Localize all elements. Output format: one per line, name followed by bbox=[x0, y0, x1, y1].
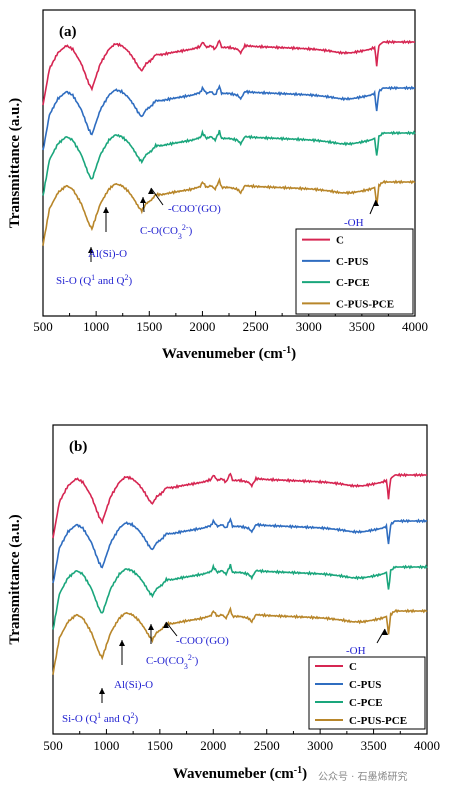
annotation-label: -COO-(GO) bbox=[168, 201, 221, 216]
series-line-c-pce bbox=[42, 129, 416, 196]
annotation-arrowhead bbox=[382, 629, 388, 635]
annotation-arrow bbox=[376, 628, 386, 644]
series-line-c-pus-pce bbox=[52, 606, 428, 675]
x-tick-label: 2000 bbox=[189, 319, 215, 334]
series-line-c-pus bbox=[42, 84, 416, 151]
annotation-label: Al(Si)-O bbox=[114, 679, 153, 691]
annotation-arrowhead bbox=[140, 197, 146, 203]
annotation-label: -OH bbox=[344, 217, 364, 229]
annotation-label: Si-O (Q1 and Q2) bbox=[62, 711, 138, 726]
watermark-text: 公众号 · 石墨烯研究 bbox=[318, 770, 408, 783]
annotation-arrowhead bbox=[373, 200, 379, 206]
annotation-arrowhead bbox=[148, 624, 154, 630]
legend-box bbox=[308, 656, 426, 730]
legend-label: C-PCE bbox=[336, 277, 370, 289]
x-tick-label: 2500 bbox=[243, 319, 269, 334]
x-tick-label: 3500 bbox=[349, 319, 375, 334]
x-tick-label: 1000 bbox=[93, 738, 119, 753]
x-tick-label: 2000 bbox=[200, 738, 226, 753]
x-axis-title: Wavenumeber (cm-1) bbox=[162, 345, 296, 363]
x-tick-label: 4000 bbox=[402, 319, 428, 334]
panel-label: (a) bbox=[59, 24, 77, 40]
series-line-c-pus-pce bbox=[42, 177, 416, 246]
x-tick-label: 4000 bbox=[414, 738, 440, 753]
annotation-label: C-O(CO32-) bbox=[146, 653, 199, 671]
annotation-arrowhead bbox=[88, 247, 94, 253]
legend-label: C-PUS bbox=[336, 256, 368, 268]
annotation-label: Al(Si)-O bbox=[88, 248, 127, 260]
legend-label: C bbox=[336, 235, 344, 247]
series-line-c-pce bbox=[52, 563, 428, 630]
legend-label: C-PCE bbox=[349, 697, 383, 709]
annotation-label: Si-O (Q1 and Q2) bbox=[56, 273, 132, 288]
annotation-label: -OH bbox=[346, 645, 366, 657]
annotation-arrowhead bbox=[119, 640, 125, 646]
x-tick-label: 2500 bbox=[254, 738, 280, 753]
x-tick-label: 1000 bbox=[83, 319, 109, 334]
x-tick-label: 3000 bbox=[296, 319, 322, 334]
annotation-arrow bbox=[165, 621, 178, 637]
annotation-arrowhead bbox=[148, 188, 154, 194]
x-tick-label: 500 bbox=[43, 738, 63, 753]
legend-label: C-PUS-PCE bbox=[349, 715, 407, 727]
series-line-c bbox=[52, 472, 427, 539]
y-axis-title: Transmittance (a.u.) bbox=[7, 98, 23, 228]
annotation-label: -COO-(GO) bbox=[176, 633, 229, 648]
series-line-c bbox=[42, 39, 415, 106]
y-axis-title: Transmittance (a.u.) bbox=[7, 514, 23, 644]
legend-label: C bbox=[349, 661, 357, 673]
annotation-label: C-O(CO32-) bbox=[140, 223, 193, 241]
legend-box bbox=[295, 228, 414, 315]
x-tick-label: 1500 bbox=[136, 319, 162, 334]
annotation-arrowhead bbox=[99, 688, 105, 694]
x-tick-label: 3000 bbox=[307, 738, 333, 753]
legend-label: C-PUS-PCE bbox=[336, 298, 394, 310]
x-axis-title: Wavenumeber (cm-1) bbox=[173, 765, 307, 783]
annotation-arrowhead bbox=[103, 207, 109, 213]
annotation-arrowhead bbox=[163, 622, 169, 628]
legend-label: C-PUS bbox=[349, 679, 381, 691]
panel-label: (b) bbox=[69, 439, 87, 455]
annotation-arrow bbox=[150, 187, 164, 206]
series-line-c-pus bbox=[52, 517, 428, 584]
x-tick-label: 1500 bbox=[147, 738, 173, 753]
x-tick-label: 3500 bbox=[361, 738, 387, 753]
x-tick-label: 500 bbox=[33, 319, 53, 334]
